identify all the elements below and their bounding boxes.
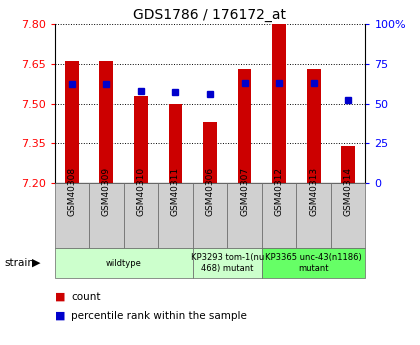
Text: GSM40311: GSM40311 [171, 167, 180, 216]
Text: KP3365 unc-43(n1186)
mutant: KP3365 unc-43(n1186) mutant [265, 253, 362, 273]
Text: ■: ■ [55, 292, 65, 302]
Bar [341, 146, 355, 183]
Text: GSM40310: GSM40310 [136, 167, 145, 216]
Bar [65, 61, 79, 183]
Text: GSM40308: GSM40308 [67, 167, 76, 216]
Text: strain: strain [4, 258, 34, 268]
Text: GSM40309: GSM40309 [102, 167, 111, 216]
Text: ▶: ▶ [32, 258, 40, 268]
Bar [168, 104, 182, 183]
Text: GSM40313: GSM40313 [309, 167, 318, 216]
Text: ■: ■ [55, 311, 65, 321]
Bar [203, 122, 217, 183]
Text: GSM40312: GSM40312 [275, 167, 284, 216]
Text: KP3293 tom-1(nu
468) mutant: KP3293 tom-1(nu 468) mutant [191, 253, 264, 273]
Text: GSM40307: GSM40307 [240, 167, 249, 216]
Text: GSM40306: GSM40306 [205, 167, 215, 216]
Bar [272, 24, 286, 183]
Title: GDS1786 / 176172_at: GDS1786 / 176172_at [134, 8, 286, 22]
Bar [100, 61, 113, 183]
Bar [238, 69, 252, 183]
Text: percentile rank within the sample: percentile rank within the sample [71, 311, 247, 321]
Text: GSM40314: GSM40314 [344, 167, 353, 216]
Text: wildtype: wildtype [106, 258, 142, 268]
Bar [307, 69, 320, 183]
Text: count: count [71, 292, 101, 302]
Bar [134, 96, 148, 183]
